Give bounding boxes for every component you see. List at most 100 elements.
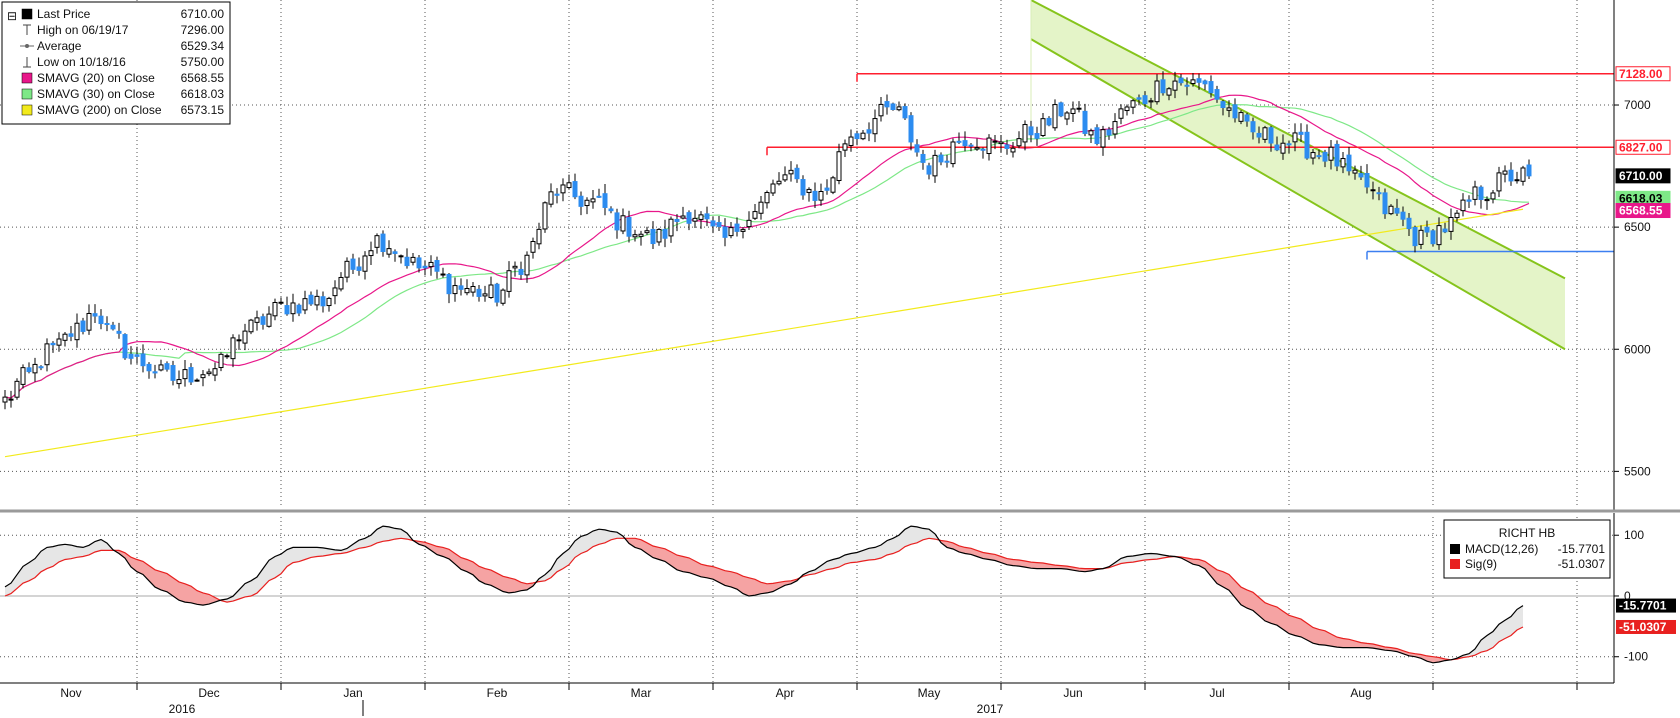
macd-fill-segment [35, 551, 41, 578]
macd-fill-segment [1199, 559, 1205, 569]
macd-fill-segment [893, 535, 899, 554]
candle-body [1274, 144, 1280, 151]
price-tag[interactable]: 6618.03 [1615, 190, 1671, 206]
candle-body [1490, 192, 1496, 200]
candle-body [44, 343, 50, 366]
price-tag[interactable]: 6568.55 [1615, 203, 1671, 219]
sma-30-line [4, 103, 1530, 399]
macd-fill-segment [1031, 562, 1037, 569]
channel-lower-line[interactable] [1030, 38, 1566, 351]
macd-fill-segment [839, 555, 845, 568]
candle-body [1184, 84, 1190, 87]
macd-fill-segment [725, 570, 731, 587]
candle-body [656, 228, 662, 243]
candle-body [1136, 97, 1142, 100]
candle-body [1106, 129, 1112, 136]
macd-tag[interactable]: -15.7701 [1616, 598, 1676, 613]
candle-body [1328, 146, 1334, 161]
candle-body [770, 183, 776, 194]
candle-body [1022, 124, 1028, 143]
macd-fill-segment [1331, 633, 1337, 648]
candle-body [746, 219, 752, 228]
candle-body [104, 323, 110, 326]
candle-body [176, 379, 182, 385]
candle-body [782, 174, 788, 181]
candle-body [812, 190, 818, 201]
macd-tag-box [1616, 619, 1676, 634]
macd-fill-segment [1217, 569, 1223, 587]
macd-legend[interactable]: RICHT HB MACD(12,26) -15.7701 Sig(9) -51.030… [1443, 519, 1611, 579]
macd-fill-segment [1253, 592, 1259, 616]
moving-averages [4, 94, 1530, 458]
macd-fill-segment [917, 526, 923, 543]
candle-body [1442, 228, 1448, 233]
macd-fill-segment [1241, 587, 1247, 609]
macd-fill-segment [515, 579, 521, 593]
macd-fill-segment [689, 557, 695, 575]
candle-body [908, 115, 914, 143]
price-legend[interactable]: ⊟ Last Price 6710.00 High on 06/19/17 7296.0… [1, 1, 231, 125]
macd-fill-segment [1313, 627, 1319, 645]
macd-fill-segment [137, 559, 143, 575]
candle-body [842, 143, 848, 151]
price-tag[interactable]: 7128.00 [1615, 66, 1671, 82]
candle-body [1028, 126, 1034, 136]
candle-body [110, 324, 116, 330]
price-tag[interactable]: 6710.00 [1615, 168, 1671, 184]
macd-fill-segment [1343, 638, 1349, 648]
macd-fill-segment [503, 576, 509, 593]
macd-fill-segment [1211, 565, 1217, 584]
candle-body [56, 338, 62, 346]
macd-fill-segment [1277, 606, 1283, 630]
channel-upper-line[interactable] [1030, 0, 1566, 280]
candle-body [890, 103, 896, 111]
candle-body [32, 363, 38, 374]
candle-body [278, 301, 284, 304]
candle-body [1238, 112, 1244, 122]
candle-body [164, 363, 170, 370]
candle-body [992, 140, 998, 143]
macd-fill-segment [905, 526, 911, 547]
candle-body [818, 191, 824, 201]
candle-body [632, 234, 638, 238]
macd-fill-segment [869, 547, 875, 561]
year-label: 2016 [169, 702, 196, 716]
candle-body [338, 276, 344, 290]
candle-body [428, 261, 434, 268]
macd-fill-segment [575, 536, 581, 558]
candle-body [1496, 172, 1502, 192]
candle-body [314, 295, 320, 306]
macd-fill-segment [1433, 656, 1439, 663]
price-tag[interactable]: 6827.00 [1615, 139, 1671, 155]
macd-tag[interactable]: -51.0307 [1616, 619, 1676, 634]
candle-body [1388, 205, 1394, 215]
macd-fill-segment [233, 589, 239, 602]
candle-body [380, 233, 386, 252]
macd-fill-segment [1283, 611, 1289, 634]
candle-body [806, 188, 812, 193]
month-label: Jan [343, 686, 362, 700]
candle-body [1454, 212, 1460, 219]
macd-fill-segment [1505, 616, 1511, 639]
candle-body [38, 366, 44, 369]
macd-fill-segment [317, 547, 323, 557]
macd-legend-title: RICHT HB [1499, 526, 1555, 540]
candle-body [518, 268, 524, 275]
macd-fill-segment [989, 553, 995, 561]
macd-fill-segment [959, 545, 965, 554]
macd-fill-segment [821, 561, 827, 572]
macd-fill-segment [437, 546, 443, 557]
macd-fill-segment [71, 545, 77, 559]
macd-fill-segment [305, 547, 311, 560]
candle-body [788, 169, 794, 175]
candle-body [170, 365, 176, 381]
candle-body [200, 374, 206, 379]
candle-body [1142, 95, 1148, 105]
macd-fill-segment [1259, 597, 1265, 621]
candle-body [626, 216, 632, 237]
candle-body [950, 141, 956, 165]
macd-fill-segment [521, 582, 527, 591]
macd-fill-segment [1487, 631, 1493, 651]
candle-body [260, 316, 266, 325]
macd-fill-segment [881, 540, 887, 558]
